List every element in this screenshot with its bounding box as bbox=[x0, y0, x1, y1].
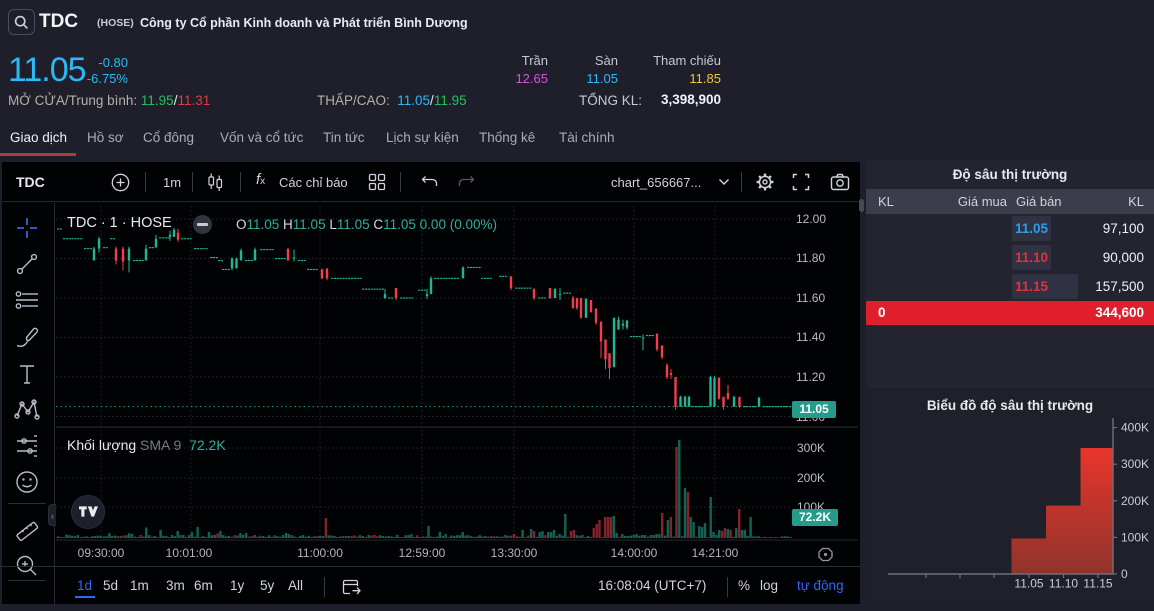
svg-text:100K: 100K bbox=[1121, 530, 1149, 544]
svg-text:200K: 200K bbox=[1121, 494, 1149, 508]
svg-text:300K: 300K bbox=[1121, 457, 1149, 471]
svg-text:11.15: 11.15 bbox=[1083, 577, 1112, 591]
svg-text:11.10: 11.10 bbox=[1049, 577, 1078, 591]
svg-text:0: 0 bbox=[1121, 567, 1128, 581]
svg-text:400K: 400K bbox=[1121, 421, 1149, 435]
svg-text:11.05: 11.05 bbox=[1014, 577, 1043, 591]
